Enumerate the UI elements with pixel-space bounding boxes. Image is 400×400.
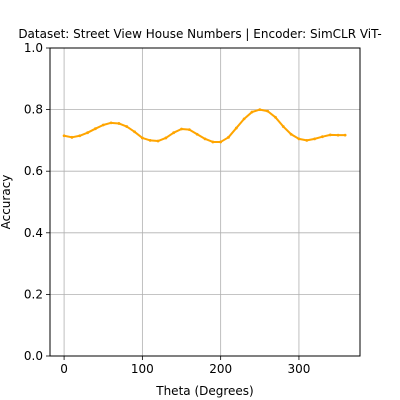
data-point bbox=[195, 132, 199, 136]
data-point bbox=[242, 117, 246, 121]
data-point bbox=[180, 127, 183, 131]
series-layer bbox=[62, 108, 347, 144]
data-point bbox=[313, 137, 316, 141]
data-point bbox=[266, 109, 270, 113]
data-point bbox=[250, 110, 254, 114]
data-point bbox=[148, 139, 152, 142]
data-point bbox=[203, 137, 207, 141]
y-tick-label: 0.6 bbox=[24, 164, 43, 178]
data-point bbox=[258, 108, 262, 111]
data-point bbox=[328, 133, 332, 137]
y-tick-label: 0.2 bbox=[24, 287, 43, 301]
data-point bbox=[234, 126, 238, 130]
data-point bbox=[62, 134, 66, 138]
chart-title: Dataset: Street View House Numbers | Enc… bbox=[18, 27, 381, 41]
y-tick-label: 0.0 bbox=[24, 349, 43, 363]
data-point bbox=[187, 128, 191, 132]
data-point bbox=[219, 140, 223, 144]
y-tick-label: 0.4 bbox=[24, 226, 43, 240]
y-tick-label: 1.0 bbox=[24, 41, 43, 55]
y-tick-label: 0.8 bbox=[24, 103, 43, 117]
data-point bbox=[297, 137, 301, 141]
y-axis-label: Accuracy bbox=[0, 175, 13, 230]
y-axis-ticks: 0.0 0.2 0.4 0.6 0.8 1.0 bbox=[24, 41, 50, 363]
x-tick-label: 0 bbox=[60, 362, 68, 376]
data-point bbox=[140, 136, 144, 140]
data-point bbox=[289, 132, 293, 136]
data-point bbox=[156, 139, 160, 143]
data-point bbox=[133, 130, 136, 134]
data-point bbox=[164, 136, 168, 140]
data-point bbox=[227, 135, 230, 139]
data-point bbox=[336, 133, 340, 137]
data-point bbox=[70, 135, 74, 139]
data-point bbox=[172, 131, 176, 135]
data-point bbox=[274, 115, 277, 119]
data-point bbox=[211, 140, 215, 144]
data-point bbox=[305, 139, 309, 142]
x-tick-label: 100 bbox=[131, 362, 154, 376]
x-tick-label: 200 bbox=[209, 362, 232, 376]
x-axis-ticks: 0 100 200 300 bbox=[60, 356, 310, 376]
data-point bbox=[86, 131, 89, 135]
data-point bbox=[343, 133, 347, 137]
x-axis-label: Theta (Degrees) bbox=[155, 384, 253, 398]
data-point bbox=[125, 125, 129, 128]
x-tick-label: 300 bbox=[287, 362, 310, 376]
data-point bbox=[117, 122, 121, 125]
data-point bbox=[94, 127, 97, 131]
data-point bbox=[78, 134, 82, 138]
data-point bbox=[101, 123, 105, 127]
data-point bbox=[281, 125, 285, 128]
data-point bbox=[109, 121, 113, 125]
plot-frame bbox=[49, 47, 361, 357]
data-point bbox=[321, 135, 324, 139]
